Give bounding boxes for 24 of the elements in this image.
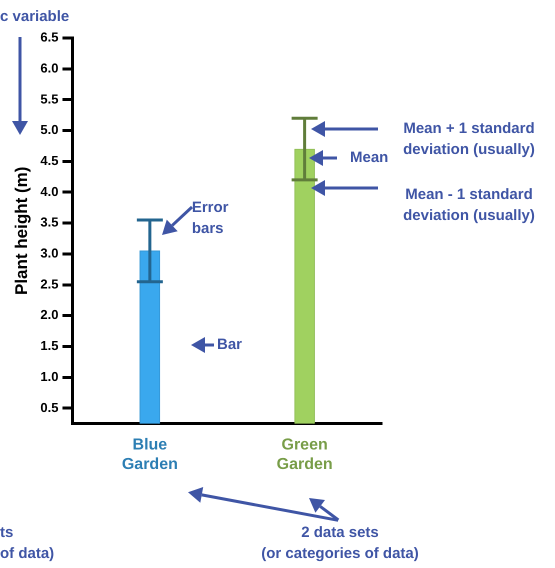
text: 2 data sets (or categories of data) [260, 523, 420, 564]
y-tick-label: 1.5 [40, 338, 58, 354]
y-tick-label: 4.5 [40, 152, 58, 168]
text: c variable [0, 7, 70, 27]
annotation: Error bars [192, 198, 230, 240]
y-tick-label: 3.0 [40, 246, 58, 261]
x-tick-label: Green Garden [276, 436, 333, 473]
y-tick-label: 2.0 [40, 307, 58, 322]
y-tick-label: 1.0 [40, 368, 58, 384]
y-tick-label: 3.5 [40, 214, 58, 230]
y-tick-label: 4.0 [40, 184, 58, 199]
y-tick-label: 6.0 [40, 60, 58, 76]
annotation: Bar [217, 335, 244, 355]
y-tick-label: 0.5 [40, 400, 58, 415]
y-axis-title: Plant height (m) [12, 166, 31, 296]
y-tick-label: 6.5 [40, 30, 58, 45]
y-tick-label: 5.5 [40, 91, 58, 106]
y-tick-label: 5.0 [40, 122, 58, 138]
text: Mean + 1 standard deviation (usually) [403, 120, 535, 158]
text: ts of data) [0, 523, 56, 564]
annotation: Mean [350, 149, 388, 166]
x-tick-label: Blue Garden [122, 436, 178, 473]
text: Mean - 1 standard deviation (usually) [402, 185, 536, 226]
y-tick-label: 2.5 [40, 276, 58, 292]
